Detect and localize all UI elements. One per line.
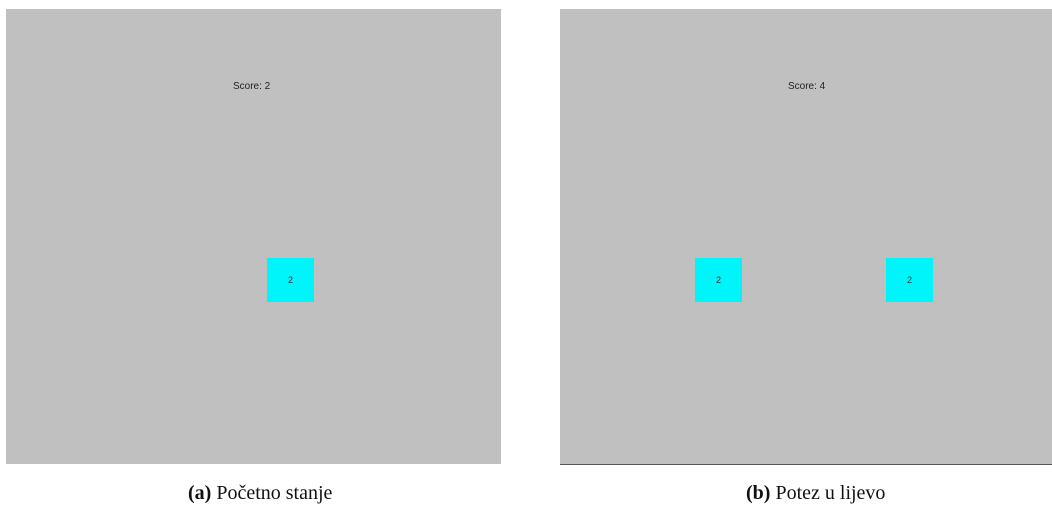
caption-text: Početno stanje <box>211 482 333 504</box>
tile: 2 <box>267 258 314 302</box>
game-board-initial: Score: 2 2 <box>6 9 501 464</box>
caption-label: (b) <box>746 482 771 504</box>
caption-label: (a) <box>188 482 212 504</box>
score-label: Score: 4 <box>788 81 826 92</box>
caption-text: Potez u lijevo <box>770 482 886 504</box>
caption-b: (b) Potez u lijevo <box>746 482 885 505</box>
tile-value: 2 <box>906 275 912 285</box>
tile: 2 <box>695 258 742 302</box>
tile-value: 2 <box>287 275 293 285</box>
game-board-move-left: Score: 4 2 2 <box>560 9 1052 465</box>
tile: 2 <box>886 258 933 302</box>
tile-value: 2 <box>715 275 721 285</box>
score-label: Score: 2 <box>233 81 271 92</box>
caption-a: (a) Početno stanje <box>188 482 332 505</box>
